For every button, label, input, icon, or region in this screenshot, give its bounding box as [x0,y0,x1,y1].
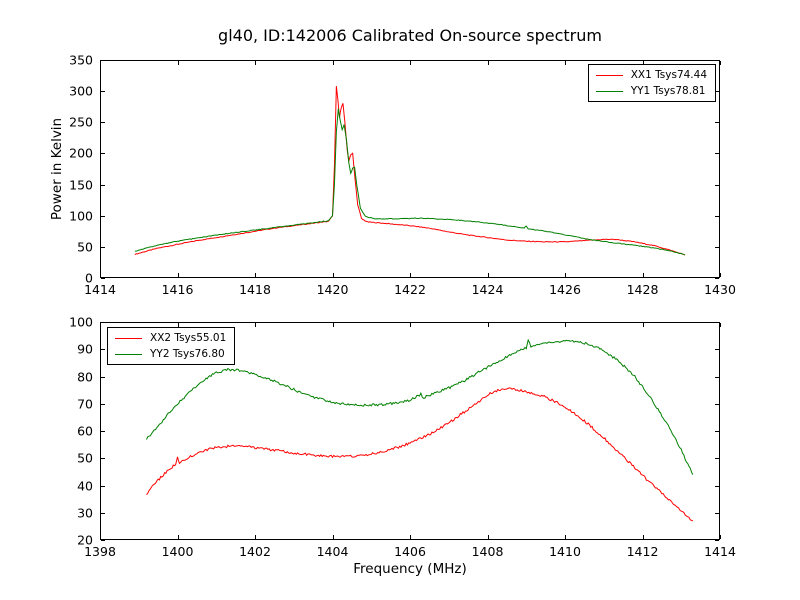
legend-line-yy2-icon [115,353,142,355]
x-tick-label: 1414 [84,282,116,297]
series-line-yy1 [134,108,686,256]
legend-line-yy1-icon [595,90,623,92]
y-tick-label: 0 [85,270,93,286]
y-tick-label: 20 [77,532,93,548]
axes-frame [100,60,720,278]
y-tick-label: 70 [77,396,93,412]
x-tick-label: 1416 [161,282,194,297]
legend-label-yy1: YY1 Tsys78.81 [630,85,706,97]
legend-label-xx1: XX1 Tsys74.44 [630,69,707,81]
x-tick-label: 1408 [471,544,504,559]
legend-line-xx2-icon [115,337,142,339]
y-tick-label: 250 [69,114,93,130]
plot-bottom-canvas [100,322,721,541]
y-tick-label: 350 [69,52,93,68]
y-tick-label: 40 [77,478,93,493]
x-tick-label: 1422 [394,282,426,297]
legend-label-xx2: XX2 Tsys55.01 [150,332,227,344]
x-tick-label: 1406 [394,544,426,559]
axes-frame [100,322,720,540]
x-tick-label: 1410 [549,544,581,559]
y-axis-label: Power in Kelvin [49,117,65,221]
legend-label-yy2: YY2 Tsys76.80 [150,348,225,360]
y-tick-label: 150 [69,177,93,193]
y-tick-label: 200 [69,145,93,161]
legend-entry-xx1: XX1 Tsys74.44 [595,69,707,81]
y-tick-label: 50 [77,239,93,255]
series-line-yy2 [146,338,694,475]
legend-entry-yy1: YY1 Tsys78.81 [595,85,707,97]
bottom-plot: 1398 1400 1402 1404 1406 1408 1410 1412 1414 20 30… [69,315,736,560]
x-tick-label: 1426 [549,282,581,297]
y-tick-label: 50 [77,450,93,466]
series-line-xx1 [134,86,686,256]
y-tick-label: 60 [77,423,93,439]
y-tick-label: 100 [69,314,93,330]
x-tick-label: 1430 [704,282,736,297]
x-tick-label: 1420 [316,282,349,297]
x-tick-label: 1428 [626,282,659,297]
x-tick-label: 1400 [161,544,194,559]
series-line-xx2 [146,387,694,522]
y-tick-label: 100 [69,208,93,224]
x-tick-label: 1398 [84,544,116,559]
y-tick-label: 90 [77,341,93,357]
x-tick-label: 1418 [239,282,271,297]
x-tick-label: 1404 [316,544,349,559]
x-tick-label: 1412 [626,544,659,559]
x-tick-label: 1424 [471,282,504,297]
y-tick-label: 300 [69,83,93,99]
legend-entry-xx2: XX2 Tsys55.01 [115,332,226,344]
y-tick-label: 80 [77,369,93,384]
y-tick-label: 30 [77,505,93,521]
x-tick-label: 1414 [704,544,736,559]
chart-title: gl40, ID:142006 Calibrated On-source spe… [218,26,602,45]
x-axis-label: Frequency (MHz) [353,561,467,577]
x-tick-label: 1402 [239,544,271,559]
top-plot: 1414 1416 1418 1420 1422 1424 1426 1428 1430 0 50 1… [69,53,736,298]
bottom-plot-legend: XX2 Tsys55.01 YY2 Tsys76.80 [107,327,236,365]
legend-line-xx1-icon [595,74,623,76]
top-plot-legend: XX1 Tsys74.44 YY1 Tsys78.81 [587,64,716,102]
plot-top-canvas [100,60,721,279]
legend-entry-yy2: YY2 Tsys76.80 [115,348,226,360]
